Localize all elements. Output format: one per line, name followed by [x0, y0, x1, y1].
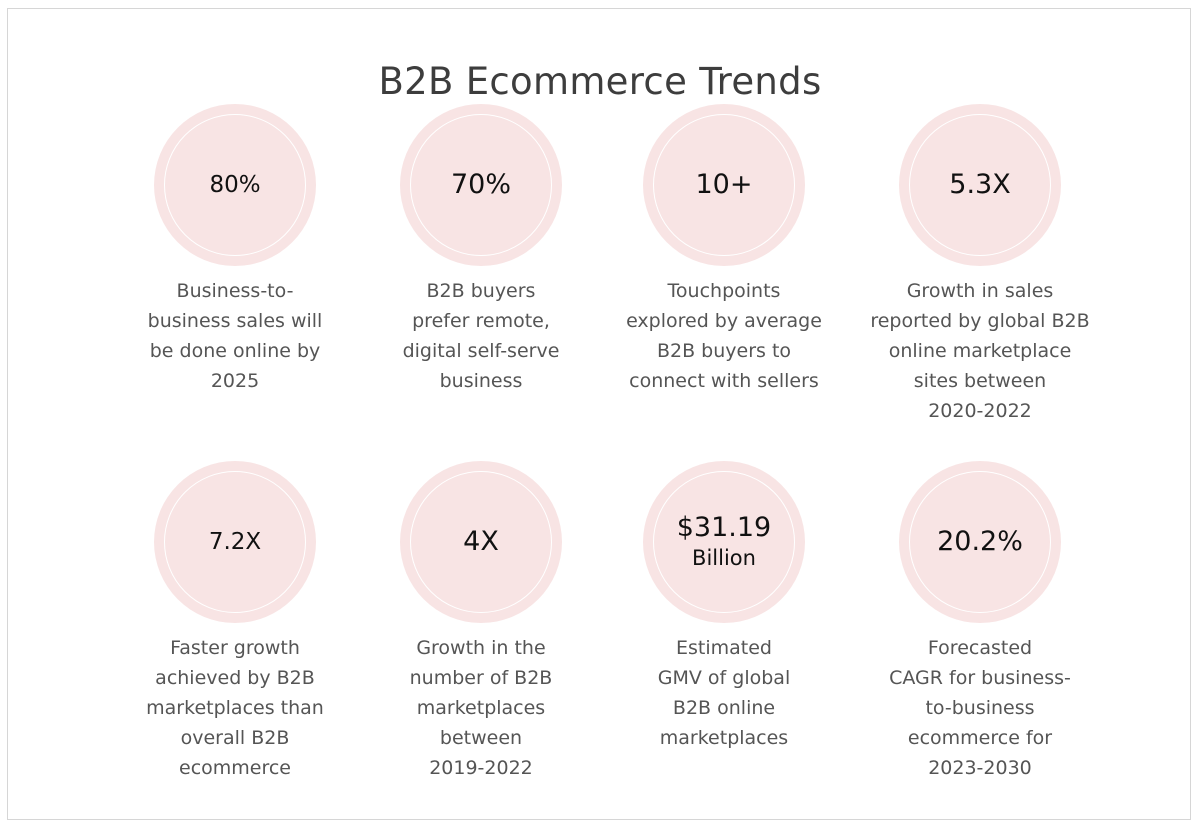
stat-description-line: between [439, 727, 523, 749]
stat-description-line: GMV of global [657, 667, 791, 689]
stat-value-main: 5.3X [949, 169, 1011, 200]
stat-description-line: business [439, 370, 523, 392]
stat-description-line: online marketplace [888, 340, 1072, 362]
stat-description: Business-to- business sales will be done… [125, 276, 345, 396]
stat-description-line: ecommerce for [907, 727, 1053, 749]
stat-description-line: be done online by [149, 340, 321, 362]
stat-circle: 7.2X [154, 461, 316, 623]
stat-description-line: prefer remote, [412, 310, 550, 332]
stat-value: 5.3X [899, 104, 1061, 266]
stat-value-main: 80% [209, 172, 261, 198]
stat-description-line: to-business [925, 697, 1035, 719]
stat-value: 7.2X [154, 461, 316, 623]
stat-description-line: sites between [913, 370, 1047, 392]
stat-description-line: 2023-2030 [928, 757, 1032, 779]
stat-description-line: Growth in the [416, 637, 546, 659]
stat-value: 10+ [643, 104, 805, 266]
stat-description-line: Faster growth [170, 637, 300, 659]
stat-description: Touchpoints explored by average B2B buye… [614, 276, 834, 396]
stat-description-line: Forecasted [927, 637, 1033, 659]
stat-description-line: number of B2B [409, 667, 553, 689]
stat-value-main: 70% [450, 169, 511, 200]
stat-description-line: connect with sellers [629, 370, 819, 392]
stat-description-line: marketplaces [659, 727, 789, 749]
stat-description-line: Estimated [676, 637, 772, 659]
stat-description-line: B2B buyers to [656, 340, 792, 362]
stat-description: B2B buyers prefer remote, digital self-s… [371, 276, 591, 396]
stat-value: 80% [154, 104, 316, 266]
stat-description-line: digital self-serve [402, 340, 560, 362]
stat-circle: 10+ [643, 104, 805, 266]
stat-description-line: 2025 [210, 370, 260, 392]
stat-description-line: Growth in sales [906, 280, 1054, 302]
stat-description: Faster growth achieved by B2B marketplac… [125, 633, 345, 783]
page-title: B2B Ecommerce Trends [378, 59, 822, 103]
stat-description-line: Business-to- [176, 280, 294, 302]
stat-value: 70% [400, 104, 562, 266]
stat-description-line: B2B buyers [426, 280, 536, 302]
stat-description-line: marketplaces [416, 697, 546, 719]
stat-description-line: business sales will [147, 310, 323, 332]
stat-description-line: B2B online [672, 697, 776, 719]
stat-description: Estimated GMV of global B2B online marke… [614, 633, 834, 753]
stat-circle: 70% [400, 104, 562, 266]
stat-description: Growth in sales reported by global B2B o… [870, 276, 1090, 426]
stat-description-line: overall B2B [180, 727, 290, 749]
stat-description-line: marketplaces than [146, 697, 324, 719]
stat-description-line: 2020-2022 [928, 400, 1032, 422]
stat-value-unit: Billion [692, 546, 756, 570]
stat-value-main: 10+ [695, 169, 753, 200]
stat-value-main: 7.2X [208, 529, 262, 555]
stat-description-line: reported by global B2B [870, 310, 1090, 332]
stat-value: 20.2% [899, 461, 1061, 623]
stat-value: $31.19 Billion [643, 461, 805, 623]
stat-value-main: 4X [463, 526, 499, 557]
stat-circle: 5.3X [899, 104, 1061, 266]
stat-value-main: $31.19 [676, 512, 772, 543]
stat-description-line: Touchpoints [667, 280, 781, 302]
stat-description-line: ecommerce [179, 757, 291, 779]
stat-circle: 80% [154, 104, 316, 266]
stat-description-line: explored by average [626, 310, 822, 332]
stat-description-line: 2019-2022 [429, 757, 533, 779]
stat-description-line: CAGR for business- [889, 667, 1071, 689]
stat-description: Forecasted CAGR for business- to-busines… [870, 633, 1090, 783]
stat-description-line: achieved by B2B [155, 667, 315, 689]
stat-circle: $31.19 Billion [643, 461, 805, 623]
stat-circle: 20.2% [899, 461, 1061, 623]
stat-value: 4X [400, 461, 562, 623]
stat-circle: 4X [400, 461, 562, 623]
stat-description: Growth in the number of B2B marketplaces… [371, 633, 591, 783]
stat-value-main: 20.2% [937, 526, 1023, 557]
